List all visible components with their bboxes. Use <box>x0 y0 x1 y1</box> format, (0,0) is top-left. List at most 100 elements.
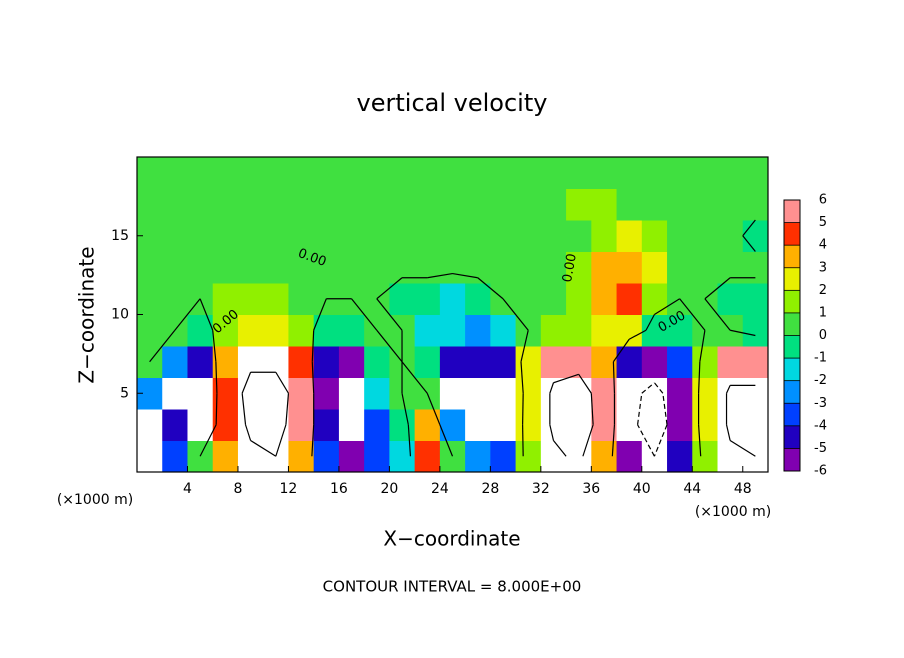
heat-cell <box>591 220 618 252</box>
heat-cell <box>288 157 315 189</box>
heat-cell <box>692 220 719 252</box>
contour-line <box>215 393 218 425</box>
heat-cell <box>465 157 491 189</box>
heat-cell <box>566 283 592 315</box>
heat-cell <box>591 188 618 221</box>
heat-cell <box>313 220 340 252</box>
contour-line <box>407 424 412 457</box>
heat-cell <box>566 157 592 189</box>
contour-label: 0.00 <box>560 252 580 283</box>
contour-line <box>311 361 315 394</box>
x-tick-label: 28 <box>481 481 499 497</box>
contour-line <box>311 330 315 362</box>
heat-cell <box>490 409 517 441</box>
colorbar-tick-label: 6 <box>819 193 827 208</box>
heat-cell <box>313 251 340 284</box>
x-unit-label: (×1000 m) <box>695 504 771 520</box>
heat-cell <box>465 409 491 441</box>
heat-cell <box>212 346 239 378</box>
contour-line <box>477 277 504 300</box>
heat-cell <box>237 440 264 472</box>
heat-cell <box>288 188 315 221</box>
heat-cell <box>187 314 214 347</box>
contour-line <box>401 361 428 394</box>
contour-line <box>376 298 403 331</box>
colorbar-tick-label: -2 <box>814 373 827 388</box>
heat-cell <box>162 220 188 252</box>
contour-line <box>641 382 655 394</box>
heat-cell <box>667 157 693 189</box>
heat-cell <box>137 440 163 472</box>
heat-cell <box>338 377 365 410</box>
heat-cell <box>641 188 668 221</box>
heat-cell <box>263 283 289 315</box>
x-tick-label: 32 <box>532 481 550 497</box>
colorbar-tick-label: -6 <box>814 464 827 479</box>
heat-cell <box>162 251 188 284</box>
heat-cell <box>313 188 340 221</box>
heat-cell <box>237 314 264 347</box>
heat-cell <box>667 409 693 441</box>
heat-cell <box>212 157 239 189</box>
heat-cell <box>439 251 466 284</box>
heat-cell <box>364 346 390 378</box>
heat-cell <box>364 157 390 189</box>
heat-cell <box>389 188 416 221</box>
contour-line <box>549 382 555 394</box>
heat-cell <box>439 377 466 410</box>
heat-cell <box>540 157 567 189</box>
heat-cell <box>162 188 188 221</box>
heat-cell <box>187 251 214 284</box>
heat-cell <box>490 346 517 378</box>
heat-cell <box>540 220 567 252</box>
heat-cell <box>591 409 618 441</box>
heat-cell <box>616 314 643 347</box>
heat-cell <box>641 157 668 189</box>
heat-cell <box>641 409 668 441</box>
heat-cell <box>515 220 542 252</box>
heat-cell <box>137 251 163 284</box>
heat-cell <box>540 283 567 315</box>
contour-line <box>520 330 529 362</box>
heat-cell <box>667 377 693 410</box>
colorbar-swatch <box>784 245 800 268</box>
contour-line <box>729 439 756 457</box>
x-tick-label: 24 <box>431 481 449 497</box>
heat-cell <box>566 188 592 221</box>
heat-cell <box>288 346 315 378</box>
heat-cell <box>137 157 163 189</box>
heat-cell <box>288 440 315 472</box>
heat-cell <box>566 409 592 441</box>
heat-cell <box>465 220 491 252</box>
contour-line <box>174 298 201 331</box>
heat-cell <box>616 283 643 315</box>
colorbar-tick-label: 1 <box>819 305 827 320</box>
heat-cell <box>389 157 416 189</box>
colorbar-swatch <box>784 267 800 291</box>
heat-cell <box>338 188 365 221</box>
contour-line <box>653 382 664 394</box>
x-unit-label: (×1000 m) <box>57 492 133 508</box>
heat-cell <box>389 283 416 315</box>
contour-line <box>313 298 327 331</box>
heat-cell <box>338 346 365 378</box>
contour-line <box>241 372 252 394</box>
heat-cell <box>288 377 315 410</box>
heat-cell <box>338 440 365 472</box>
heat-cell <box>717 409 744 441</box>
colorbar-swatch <box>784 200 800 223</box>
contour-line <box>704 277 731 300</box>
contour-line <box>704 298 731 331</box>
heat-cell <box>162 377 188 410</box>
heat-cell <box>717 251 744 284</box>
colorbar-tick-label: 0 <box>819 328 827 343</box>
colorbar-tick-label: 2 <box>819 283 827 298</box>
heat-cell <box>641 220 668 252</box>
heat-cell <box>692 157 719 189</box>
heat-cell <box>591 251 618 284</box>
heat-cell <box>288 251 315 284</box>
heat-cell <box>439 440 466 472</box>
heat-cell <box>540 188 567 221</box>
heat-cell <box>667 314 693 347</box>
